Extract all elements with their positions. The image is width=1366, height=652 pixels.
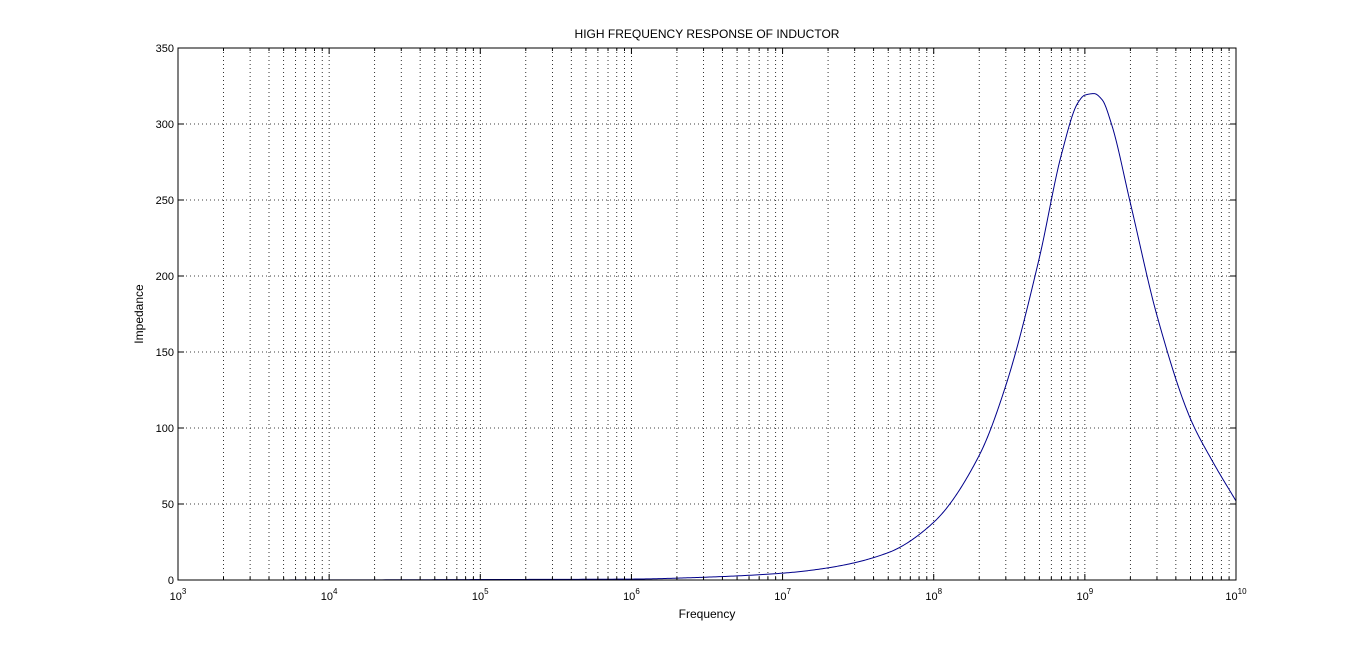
plot-area-border	[177, 47, 1237, 581]
y-tick-label: 350	[156, 43, 174, 55]
x-tick-label: 104	[321, 587, 338, 603]
x-tick-label: 1010	[1225, 587, 1247, 603]
x-tick-exponent: 3	[182, 587, 187, 596]
y-tick-label: 300	[156, 119, 174, 131]
x-tick-label: 103	[170, 587, 187, 603]
y-tick-label: 50	[162, 499, 174, 511]
x-tick-label: 105	[472, 587, 489, 603]
y-tick-label: 150	[156, 347, 174, 359]
x-tick-label: 107	[774, 587, 791, 603]
x-tick-exponent: 10	[1238, 587, 1247, 596]
x-tick-base: 10	[170, 591, 182, 603]
x-tick-base: 10	[623, 591, 635, 603]
x-tick-base: 10	[321, 591, 333, 603]
x-tick-base: 10	[1077, 591, 1089, 603]
x-tick-label: 109	[1077, 587, 1094, 603]
impedance-series-line	[178, 93, 1237, 581]
y-tick-label: 200	[156, 271, 174, 283]
x-tick-label: 106	[623, 587, 640, 603]
y-axis-label: Impedance	[132, 284, 146, 344]
grid	[178, 48, 1236, 580]
y-tick-label: 100	[156, 423, 174, 435]
x-tick-label: 108	[925, 587, 942, 603]
x-tick-base: 10	[925, 591, 937, 603]
x-axis-label: Frequency	[679, 607, 736, 621]
x-tick-exponent: 5	[484, 587, 489, 596]
x-tick-exponent: 6	[635, 587, 640, 596]
y-tick-label: 0	[168, 575, 174, 587]
x-tick-exponent: 4	[333, 587, 338, 596]
x-tick-base: 10	[472, 591, 484, 603]
y-tick-label: 250	[156, 195, 174, 207]
x-tick-base: 10	[774, 591, 786, 603]
x-tick-exponent: 7	[786, 587, 791, 596]
series-layer	[178, 93, 1237, 581]
x-tick-base: 10	[1225, 591, 1237, 603]
x-tick-exponent: 8	[938, 587, 943, 596]
chart-title: HIGH FREQUENCY RESPONSE OF INDUCTOR	[575, 27, 840, 41]
x-tick-exponent: 9	[1089, 587, 1094, 596]
